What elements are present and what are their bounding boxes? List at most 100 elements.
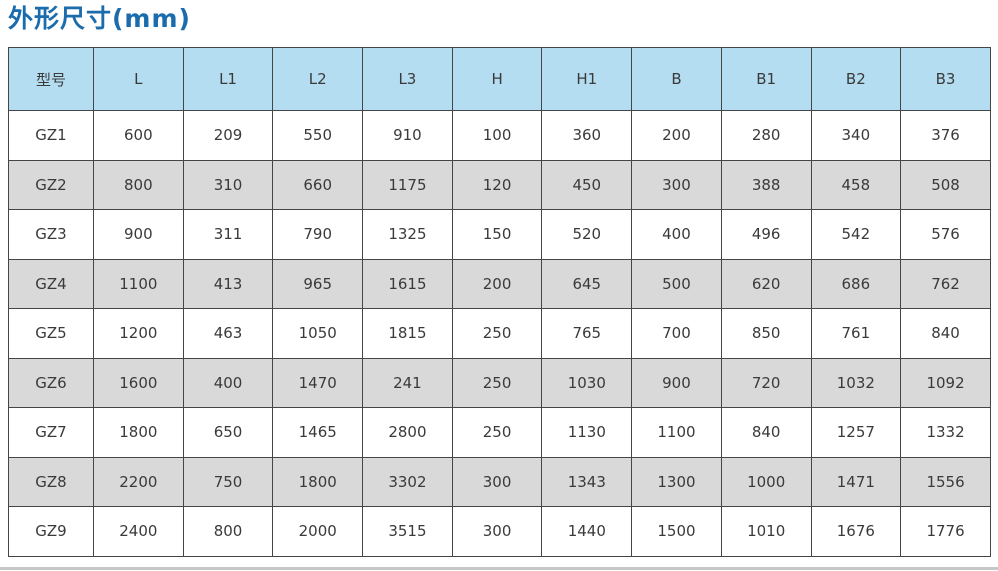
table-cell: 300 <box>631 159 722 210</box>
table-cell: 1050 <box>272 308 364 359</box>
table-cell: 450 <box>541 159 633 210</box>
table-cell: 1332 <box>900 407 991 458</box>
table-cell: 1130 <box>541 407 633 458</box>
table-row: GZ1 600 209 550 910 100 360 200 280 340 376 <box>8 110 991 161</box>
table-row: GZ2 800 310 660 1175 120 450 300 388 458 508 <box>8 159 991 210</box>
table-cell: 311 <box>182 209 274 260</box>
table-row: GZ5 1200 463 1050 1815 250 765 700 850 761 840 <box>8 308 991 359</box>
table-cell: 1200 <box>93 308 184 359</box>
table-cell: 1440 <box>541 506 633 557</box>
table-cell: 400 <box>631 209 722 260</box>
table-cell: 900 <box>631 357 722 408</box>
table-cell: 1092 <box>900 357 991 408</box>
table-cell: 1030 <box>541 357 633 408</box>
model-cell: GZ7 <box>8 407 94 458</box>
table-cell: 1325 <box>362 209 453 260</box>
column-header: B1 <box>720 47 812 111</box>
table-cell: 508 <box>900 159 991 210</box>
table-cell: 209 <box>182 110 274 161</box>
table-cell: 900 <box>93 209 184 260</box>
table-cell: 600 <box>93 110 184 161</box>
column-header: L3 <box>362 47 453 111</box>
table-cell: 360 <box>541 110 633 161</box>
table-cell: 550 <box>272 110 364 161</box>
table-cell: 542 <box>810 209 902 260</box>
table-cell: 576 <box>900 209 991 260</box>
table-cell: 2000 <box>272 506 364 557</box>
table-cell: 2400 <box>93 506 184 557</box>
column-header: L <box>93 47 184 111</box>
table-cell: 910 <box>362 110 453 161</box>
table-cell: 120 <box>451 159 543 210</box>
table-cell: 1776 <box>900 506 991 557</box>
table-cell: 840 <box>720 407 812 458</box>
model-cell: GZ4 <box>8 258 94 309</box>
table-cell: 1470 <box>272 357 364 408</box>
table-cell: 400 <box>182 357 274 408</box>
model-cell: GZ1 <box>8 110 94 161</box>
table-cell: 1032 <box>810 357 902 408</box>
table-cell: 520 <box>541 209 633 260</box>
column-header: H <box>451 47 543 111</box>
table-cell: 310 <box>182 159 274 210</box>
table-cell: 2800 <box>362 407 453 458</box>
page-title: 外形尺寸(mm) <box>8 4 191 33</box>
table-cell: 650 <box>182 407 274 458</box>
table-cell: 500 <box>631 258 722 309</box>
table-cell: 686 <box>810 258 902 309</box>
table-cell: 1615 <box>362 258 453 309</box>
table-cell: 1800 <box>272 456 364 507</box>
table-cell: 645 <box>541 258 633 309</box>
table-cell: 1471 <box>810 456 902 507</box>
table-cell: 1300 <box>631 456 722 507</box>
table-cell: 800 <box>182 506 274 557</box>
header-row: 型号 L L1 L2 L3 H H1 B B1 B2 B3 <box>8 47 991 111</box>
table-cell: 3302 <box>362 456 453 507</box>
table-cell: 2200 <box>93 456 184 507</box>
table-cell: 700 <box>631 308 722 359</box>
table-cell: 1175 <box>362 159 453 210</box>
table-cell: 1343 <box>541 456 633 507</box>
model-cell: GZ6 <box>8 357 94 408</box>
table-cell: 1465 <box>272 407 364 458</box>
table-cell: 1500 <box>631 506 722 557</box>
table-cell: 840 <box>900 308 991 359</box>
table-header: 型号 L L1 L2 L3 H H1 B B1 B2 B3 <box>8 47 991 111</box>
table-cell: 250 <box>451 357 543 408</box>
model-cell: GZ8 <box>8 456 94 507</box>
table-cell: 765 <box>541 308 633 359</box>
table-cell: 750 <box>182 456 274 507</box>
table-cell: 250 <box>451 407 543 458</box>
table-cell: 150 <box>451 209 543 260</box>
table-cell: 340 <box>810 110 902 161</box>
table-cell: 790 <box>272 209 364 260</box>
model-cell: GZ5 <box>8 308 94 359</box>
table-cell: 620 <box>720 258 812 309</box>
table-row: GZ6 1600 400 1470 241 250 1030 900 720 1032 1092 <box>8 357 991 408</box>
model-cell: GZ3 <box>8 209 94 260</box>
table-cell: 413 <box>182 258 274 309</box>
table-cell: 200 <box>631 110 722 161</box>
table-row: GZ8 2200 750 1800 3302 300 1343 1300 1000 1471 155… <box>8 456 991 507</box>
table-cell: 762 <box>900 258 991 309</box>
table-body: GZ1 600 209 550 910 100 360 200 280 340 376 GZ2 800 3… <box>8 110 991 557</box>
table-cell: 463 <box>182 308 274 359</box>
column-header: H1 <box>541 47 633 111</box>
table-cell: 388 <box>720 159 812 210</box>
model-cell: GZ2 <box>8 159 94 210</box>
table-cell: 241 <box>362 357 453 408</box>
column-header: B3 <box>900 47 991 111</box>
table-cell: 1600 <box>93 357 184 408</box>
table-cell: 965 <box>272 258 364 309</box>
table-cell: 1100 <box>93 258 184 309</box>
table-cell: 100 <box>451 110 543 161</box>
table-row: GZ3 900 311 790 1325 150 520 400 496 542 576 <box>8 209 991 260</box>
table-cell: 1100 <box>631 407 722 458</box>
table-cell: 1815 <box>362 308 453 359</box>
table-cell: 1010 <box>720 506 812 557</box>
table-cell: 200 <box>451 258 543 309</box>
table-cell: 660 <box>272 159 364 210</box>
table-cell: 800 <box>93 159 184 210</box>
table-cell: 376 <box>900 110 991 161</box>
column-header-model: 型号 <box>8 47 94 111</box>
